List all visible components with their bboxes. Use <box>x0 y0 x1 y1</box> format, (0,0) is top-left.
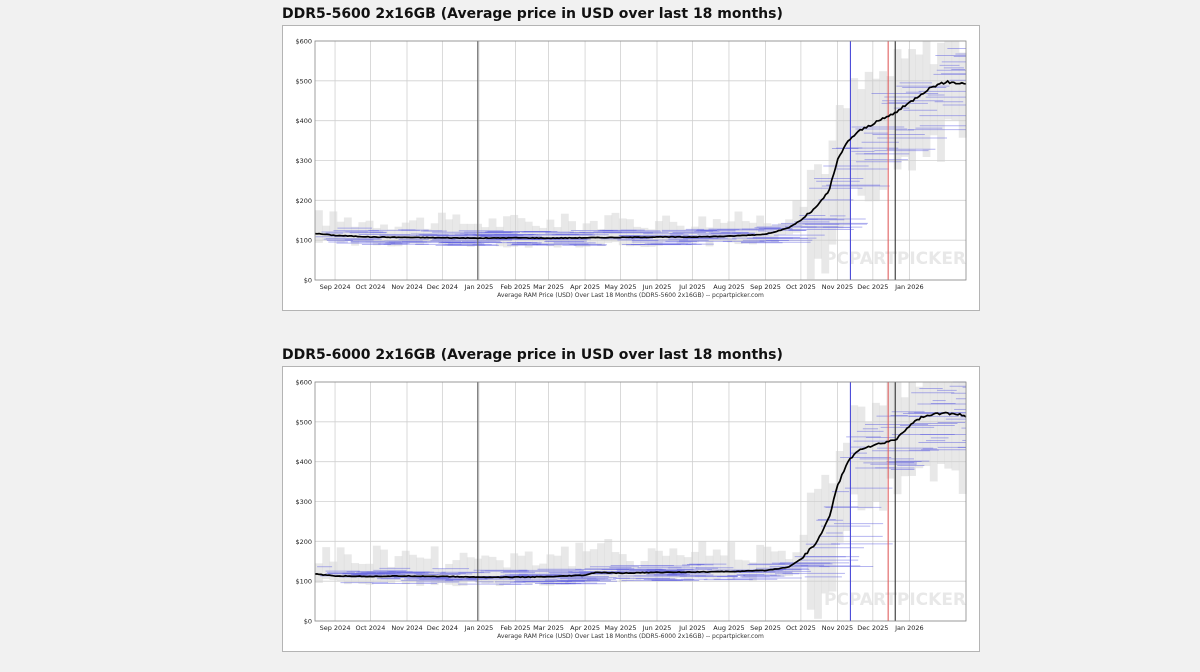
x-tick-label: Jul 2025 <box>678 283 705 291</box>
price-chart-ddr5-5600: PCPARTPICKER $0 $100 $200 $300 $400 $500 $600 Se… <box>282 25 980 311</box>
y-tick-label: $600 <box>295 38 312 46</box>
x-tick-label: Aug 2025 <box>713 283 744 291</box>
x-tick-label: May 2025 <box>604 624 636 632</box>
y-tick-label: $400 <box>295 458 312 466</box>
x-tick-label: Jan 2026 <box>894 624 924 632</box>
x-tick-label: Nov 2025 <box>822 624 853 632</box>
y-tick-label: $300 <box>295 157 312 165</box>
x-tick-label: Mar 2025 <box>533 624 564 632</box>
chart-title: DDR5-6000 2x16GB (Average price in USD o… <box>282 347 783 363</box>
x-tick-label: Nov 2025 <box>822 283 853 291</box>
x-axis-caption: Average RAM Price (USD) Over Last 18 Mon… <box>497 633 764 640</box>
x-tick-label: Oct 2024 <box>355 624 385 632</box>
x-tick-label: Dec 2025 <box>857 624 888 632</box>
y-tick-label: $600 <box>295 379 312 387</box>
x-tick-label: Aug 2025 <box>713 624 744 632</box>
x-tick-label: Sep 2024 <box>320 283 351 291</box>
plot-border <box>314 40 967 281</box>
y-tick-label: $100 <box>295 237 312 245</box>
price-range-band <box>315 41 967 280</box>
x-tick-label: Nov 2024 <box>391 624 422 632</box>
x-tick-label: Sep 2024 <box>320 624 351 632</box>
x-tick-label: Jan 2025 <box>464 624 494 632</box>
x-tick-label: Jun 2025 <box>642 283 672 291</box>
x-tick-label: Sep 2025 <box>750 624 781 632</box>
y-tick-label: $300 <box>295 498 312 506</box>
x-tick-label: Jan 2025 <box>464 283 494 291</box>
x-tick-label: Jul 2025 <box>678 624 705 632</box>
y-tick-label: $0 <box>304 277 312 285</box>
x-tick-label: Dec 2025 <box>857 283 888 291</box>
x-axis-caption: Average RAM Price (USD) Over Last 18 Mon… <box>497 292 764 299</box>
x-tick-label: Feb 2025 <box>500 283 530 291</box>
average-price-line <box>314 79 967 240</box>
x-tick-label: Feb 2025 <box>500 624 530 632</box>
y-tick-label: $200 <box>295 197 312 205</box>
x-tick-label: Oct 2025 <box>786 283 816 291</box>
y-tick-label: $200 <box>295 538 312 546</box>
plot-border <box>314 381 967 622</box>
x-tick-label: May 2025 <box>604 283 636 291</box>
x-tick-label: Oct 2025 <box>786 624 816 632</box>
x-tick-label: Nov 2024 <box>391 283 422 291</box>
chart-canvas: PCPARTPICKER$0$100$200$300$400$500$600Se… <box>295 38 967 299</box>
chart-canvas: PCPARTPICKER$0$100$200$300$400$500$600Se… <box>295 379 967 640</box>
x-tick-label: Dec 2024 <box>427 283 458 291</box>
x-tick-label: Dec 2024 <box>427 624 458 632</box>
y-tick-label: $500 <box>295 418 312 426</box>
chart-title: DDR5-5600 2x16GB (Average price in USD o… <box>282 6 783 22</box>
x-tick-label: Mar 2025 <box>533 283 564 291</box>
x-tick-label: Oct 2024 <box>355 283 385 291</box>
y-tick-label: $400 <box>295 117 312 125</box>
average-price-line <box>314 411 967 579</box>
x-tick-label: Jun 2025 <box>642 624 672 632</box>
x-tick-label: Sep 2025 <box>750 283 781 291</box>
x-tick-label: Apr 2025 <box>570 283 600 291</box>
y-tick-label: $100 <box>295 578 312 586</box>
x-tick-label: Apr 2025 <box>570 624 600 632</box>
y-tick-label: $0 <box>304 618 312 626</box>
y-tick-label: $500 <box>295 77 312 85</box>
price-chart-ddr5-6000: PCPARTPICKER $0 $100 $200 $300 $400 $500 $600 Se… <box>282 366 980 652</box>
x-tick-label: Jan 2026 <box>894 283 924 291</box>
